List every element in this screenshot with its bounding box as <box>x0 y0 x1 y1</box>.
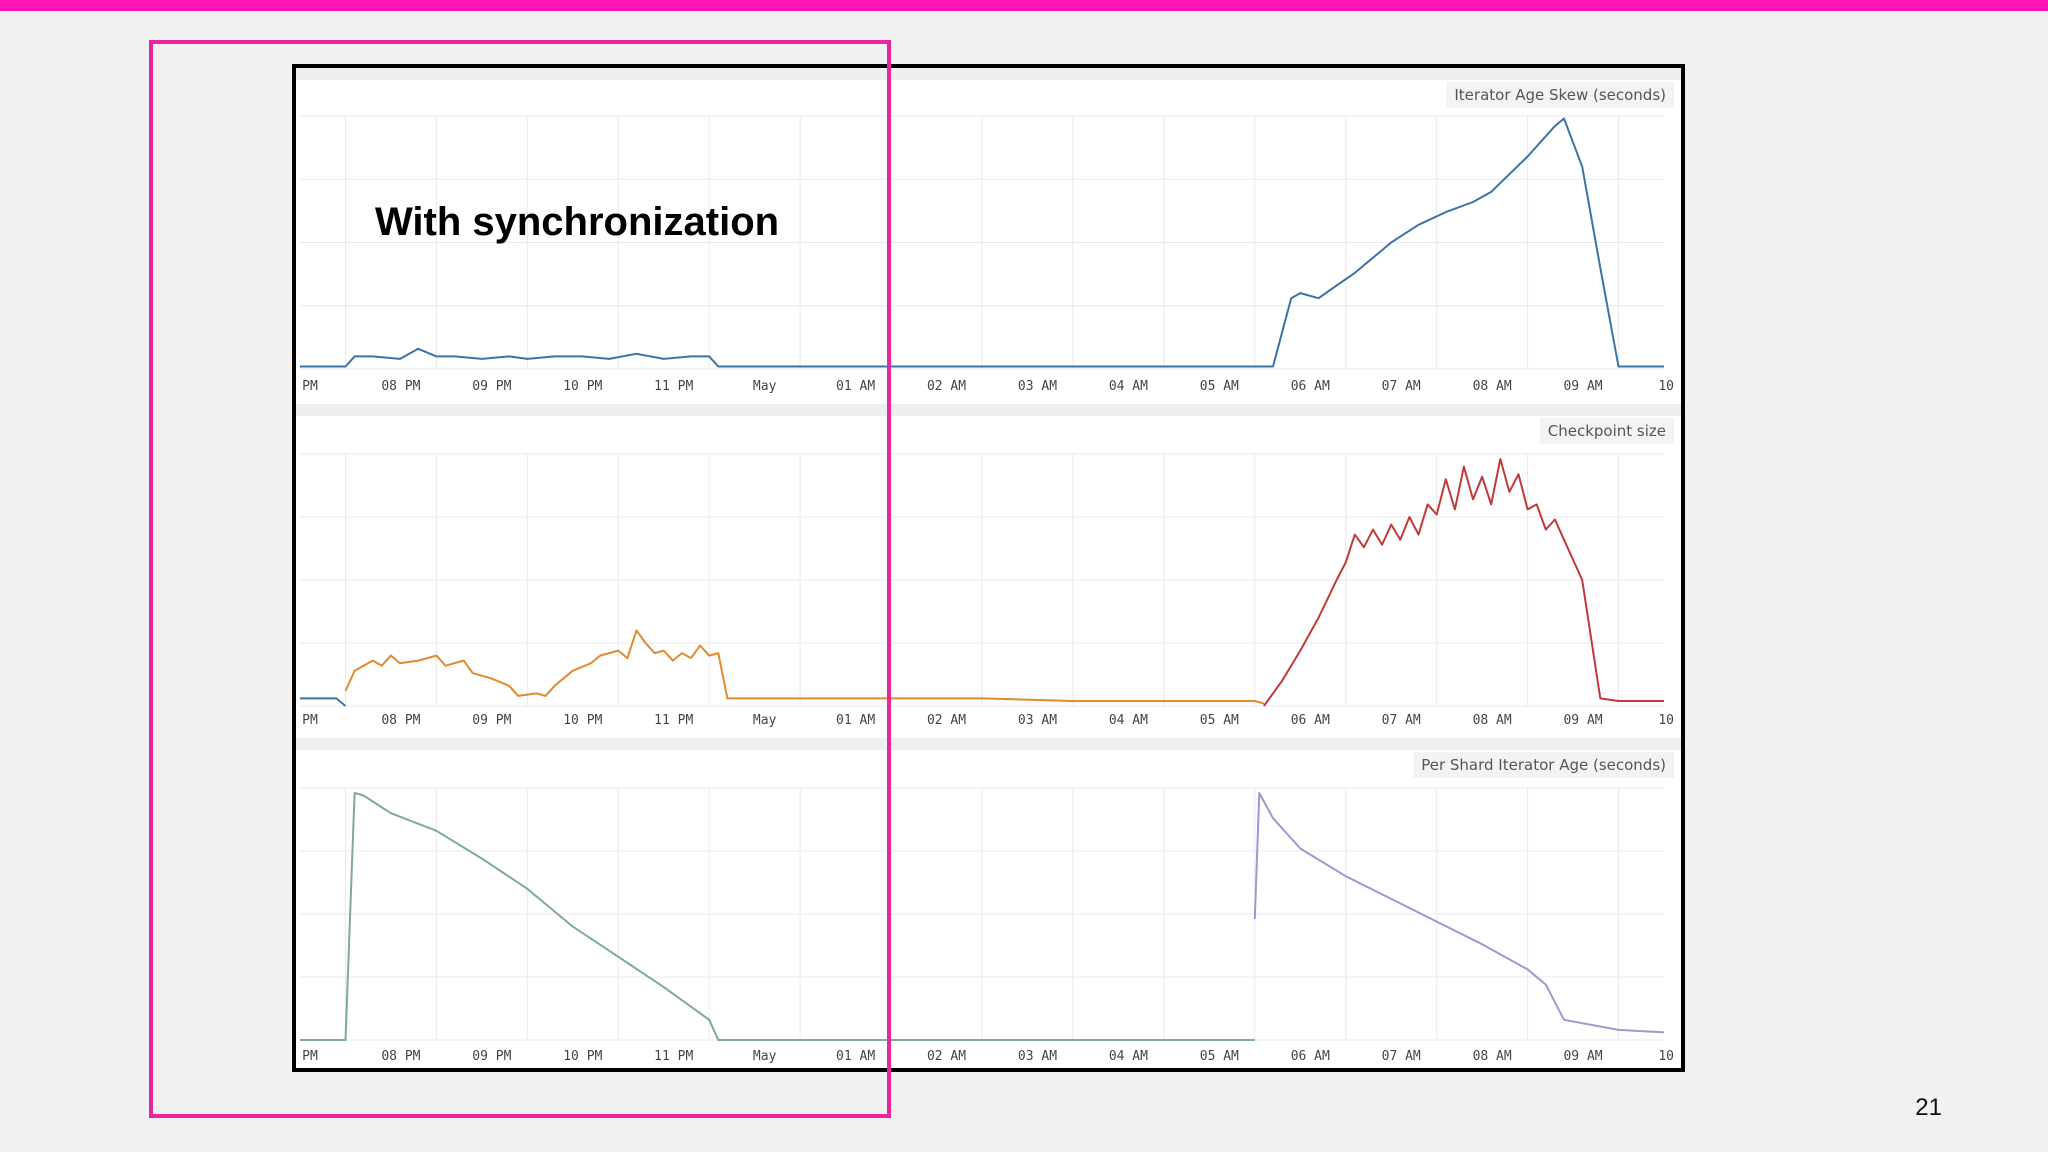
x-tick-label: PM <box>302 713 318 728</box>
dashboard-charts: PM 08 PM 09 PM 10 PM 11 PM May 01 AM 02 AM 03 AM… <box>296 68 1681 1064</box>
x-tick-label: 02 AM <box>927 1049 966 1064</box>
top-accent-bar <box>0 0 2048 11</box>
x-tick-label: 09 AM <box>1563 379 1602 394</box>
x-tick-label: 07 AM <box>1382 713 1421 728</box>
series-line <box>300 697 347 707</box>
chart-title-background <box>1539 418 1674 444</box>
x-tick-label: 10 PM <box>563 713 602 728</box>
page-number: 21 <box>1915 1094 1942 1121</box>
chart-title: Iterator Age Skew (seconds) <box>1454 86 1666 104</box>
x-tick-label: May <box>753 379 777 394</box>
chart-title-background <box>1413 752 1674 778</box>
x-tick-label: 02 AM <box>927 379 966 394</box>
dashboard-screenshot: PM 08 PM 09 PM 10 PM 11 PM May 01 AM 02 AM 03 AM… <box>292 64 1685 1072</box>
x-tick-label: 07 AM <box>1382 379 1421 394</box>
x-tick-label: 04 AM <box>1109 379 1148 394</box>
x-tick-label: 10 PM <box>563 379 602 394</box>
x-tick-label: 05 AM <box>1200 379 1239 394</box>
panel-divider <box>296 404 1681 416</box>
x-tick-label: 03 AM <box>1018 713 1057 728</box>
x-tick-label: 08 AM <box>1473 1049 1512 1064</box>
x-tick-label: 11 PM <box>654 1049 693 1064</box>
series-line <box>300 117 1664 368</box>
x-tick-label: 01 AM <box>836 379 875 394</box>
x-tick-label: 09 AM <box>1563 713 1602 728</box>
x-tick-label: 10 A <box>1658 379 1681 394</box>
x-tick-label: 06 AM <box>1291 713 1330 728</box>
x-tick-label: 01 AM <box>836 1049 875 1064</box>
x-tick-label: 10 PM <box>563 1049 602 1064</box>
x-tick-label: 06 AM <box>1291 1049 1330 1064</box>
x-tick-label: 07 AM <box>1382 1049 1421 1064</box>
series-line <box>300 792 1255 1041</box>
chart-title-background <box>1446 82 1674 108</box>
panel-divider <box>296 68 1681 80</box>
x-tick-label: 11 PM <box>654 379 693 394</box>
x-tick-label: 09 PM <box>472 379 511 394</box>
x-tick-label: 10 A <box>1658 713 1681 728</box>
x-tick-label: 08 PM <box>381 713 420 728</box>
x-tick-label: 10 A <box>1658 1049 1681 1064</box>
x-tick-label: 01 AM <box>836 713 875 728</box>
x-tick-label: 08 PM <box>381 1049 420 1064</box>
x-tick-label: 09 AM <box>1563 1049 1602 1064</box>
x-tick-label: 03 AM <box>1018 1049 1057 1064</box>
x-tick-label: 04 AM <box>1109 1049 1148 1064</box>
x-tick-label: May <box>753 1049 777 1064</box>
x-tick-label: 11 PM <box>654 713 693 728</box>
x-tick-label: PM <box>302 1049 318 1064</box>
series-line <box>1253 792 1665 1034</box>
series-line <box>344 629 1265 705</box>
x-tick-label: 08 PM <box>381 379 420 394</box>
x-tick-label: 06 AM <box>1291 379 1330 394</box>
chart-title: Per Shard Iterator Age (seconds) <box>1421 756 1666 774</box>
panel-divider <box>296 738 1681 750</box>
x-tick-label: 05 AM <box>1200 1049 1239 1064</box>
x-tick-label: 04 AM <box>1109 713 1148 728</box>
x-tick-label: May <box>753 713 777 728</box>
chart-title: Checkpoint size <box>1548 422 1666 440</box>
annotation-label: With synchronization <box>375 200 780 244</box>
x-tick-label: 09 PM <box>472 713 511 728</box>
x-tick-label: 05 AM <box>1200 713 1239 728</box>
x-tick-label: 08 AM <box>1473 713 1512 728</box>
x-tick-label: PM <box>302 379 318 394</box>
x-tick-label: 02 AM <box>927 713 966 728</box>
x-tick-label: 08 AM <box>1473 379 1512 394</box>
x-tick-label: 03 AM <box>1018 379 1057 394</box>
series-line <box>1263 458 1664 707</box>
x-tick-label: 09 PM <box>472 1049 511 1064</box>
